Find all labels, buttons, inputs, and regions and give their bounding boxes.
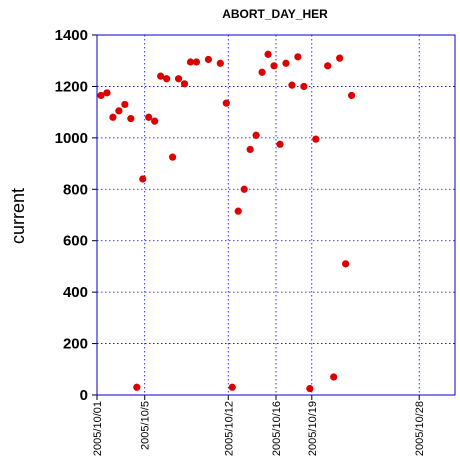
data-point <box>109 113 117 121</box>
chart-title: ABORT_DAY_HER <box>222 7 328 21</box>
data-point <box>174 75 183 83</box>
data-points <box>97 50 356 393</box>
data-point <box>127 114 135 123</box>
data-point <box>121 100 129 109</box>
axis-ticks <box>92 34 420 400</box>
data-point <box>294 53 302 61</box>
data-point <box>139 175 147 183</box>
data-point <box>216 59 224 67</box>
grid-lines <box>96 35 455 395</box>
y-tick-labels: 0 200 400 600 800 1000 1200 1400 <box>55 27 88 404</box>
data-point <box>192 58 201 66</box>
x-tick-label: 2005/10/16 <box>271 401 283 456</box>
x-tick-label: 2005/10/19 <box>307 401 319 456</box>
x-tick-label: 2005/10/5 <box>140 401 152 450</box>
y-tick-label: 800 <box>63 181 88 198</box>
data-point <box>97 91 105 100</box>
data-point <box>186 58 195 66</box>
data-point <box>151 117 159 125</box>
data-point <box>234 207 242 215</box>
data-point <box>180 80 189 88</box>
x-tick-label: 2005/10/01 <box>92 401 104 456</box>
y-tick-label: 1400 <box>55 27 88 44</box>
y-axis-label: current <box>8 188 28 244</box>
data-point <box>258 68 266 76</box>
y-tick-label: 0 <box>80 387 88 404</box>
data-point <box>222 99 230 107</box>
data-point <box>169 153 177 161</box>
x-tick-labels: 2005/10/01 2005/10/5 2005/10/12 2005/10/16 2… <box>92 401 426 456</box>
data-point <box>288 81 296 89</box>
data-point <box>228 383 236 391</box>
data-point <box>264 50 272 58</box>
data-point <box>133 383 141 391</box>
data-point <box>270 62 278 70</box>
data-point <box>246 145 254 154</box>
data-point <box>276 140 284 148</box>
data-point <box>324 62 332 70</box>
data-point <box>252 131 260 139</box>
data-point <box>330 373 338 381</box>
data-point <box>145 113 153 121</box>
x-tick-label: 2005/10/12 <box>223 401 235 456</box>
y-tick-label: 400 <box>63 284 88 301</box>
plot-frame <box>96 34 456 396</box>
y-tick-label: 200 <box>63 336 88 353</box>
data-point <box>342 260 350 268</box>
data-point <box>103 89 111 97</box>
data-point <box>157 72 165 80</box>
data-point <box>282 59 290 67</box>
data-point <box>115 107 123 115</box>
y-tick-label: 1200 <box>55 78 88 95</box>
data-point <box>306 384 314 393</box>
data-point <box>312 135 320 143</box>
y-tick-label: 600 <box>63 233 88 250</box>
x-tick-label: 2005/10/28 <box>414 401 426 456</box>
data-point <box>240 185 248 193</box>
y-tick-label: 1000 <box>55 130 88 147</box>
data-point <box>204 55 212 64</box>
data-point <box>348 91 356 100</box>
data-point <box>336 54 344 62</box>
data-point <box>300 82 308 91</box>
data-point <box>163 75 171 83</box>
